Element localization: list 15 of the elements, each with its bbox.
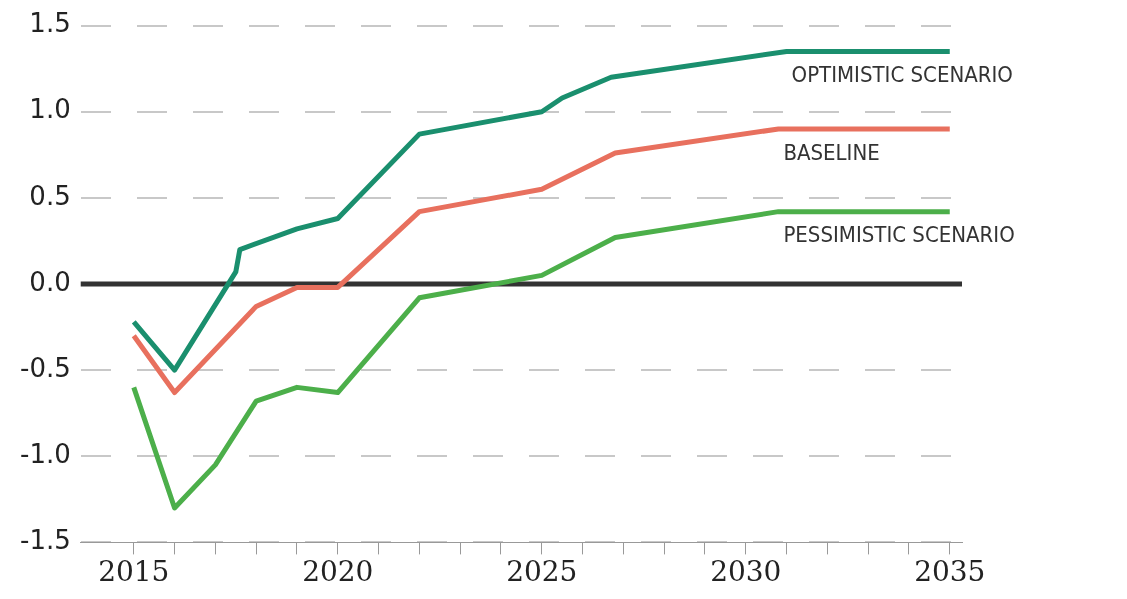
x-tick-label: 2030 — [710, 555, 782, 589]
x-tick-label: 2020 — [302, 555, 374, 589]
y-tick-label: -1.5 — [20, 525, 71, 556]
x-tick-label: 2035 — [914, 555, 986, 589]
y-tick-label: 0.0 — [29, 266, 71, 297]
series-label: OPTIMISTIC SCENARIO — [791, 62, 1013, 88]
y-tick-label: 1.0 — [29, 94, 71, 125]
y-tick-label: 1.5 — [29, 8, 71, 39]
y-tick-label: -0.5 — [20, 352, 71, 383]
series-label: PESSIMISTIC SCENARIO — [783, 222, 1015, 248]
y-tick-label: 0.5 — [29, 180, 71, 211]
x-tick-label: 2025 — [506, 555, 578, 589]
y-tick-label: -1.0 — [20, 439, 71, 470]
x-tick-label: 2015 — [98, 555, 170, 589]
series-label: BASELINE — [783, 139, 880, 165]
